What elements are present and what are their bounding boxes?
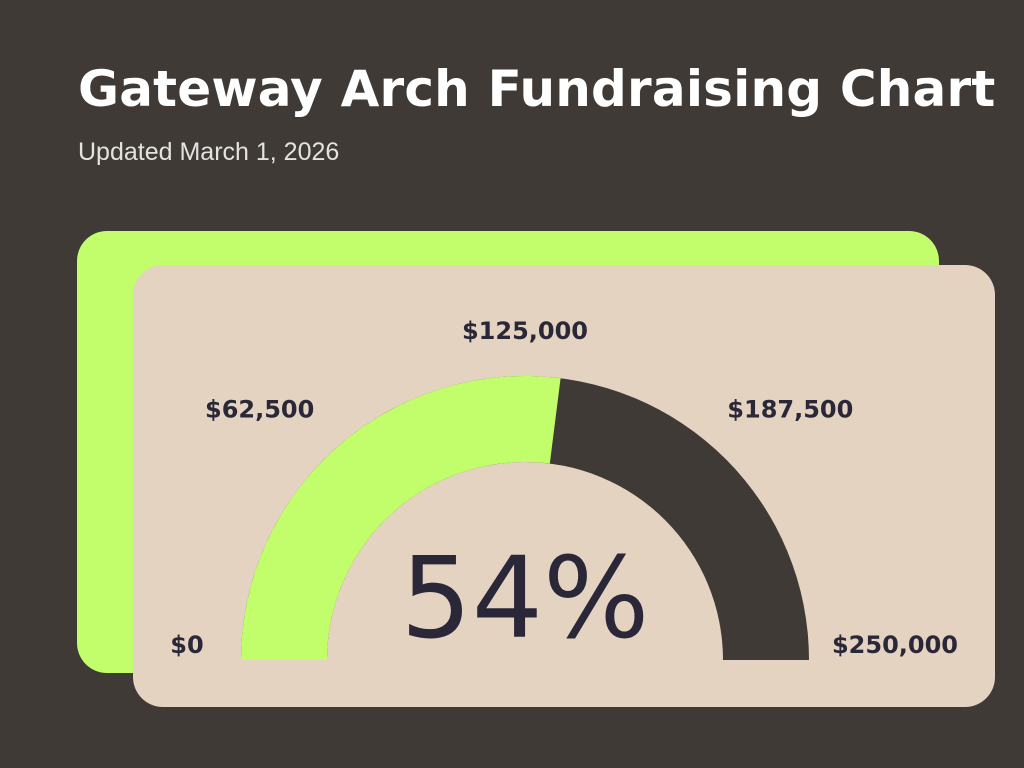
gauge-percent-label: 54% [401, 534, 650, 664]
gauge-tick-label: $187,500 [727, 396, 853, 424]
gauge-tick-label: $62,500 [205, 396, 314, 424]
gauge-tick-label: $0 [170, 631, 203, 659]
chart-title: Gateway Arch Fundraising Chart [78, 60, 996, 118]
gauge-tick-label: $250,000 [832, 631, 958, 659]
gauge-tick-label: $125,000 [462, 317, 588, 345]
gauge-progress-fill [241, 375, 561, 660]
chart-subtitle: Updated March 1, 2026 [78, 138, 340, 166]
